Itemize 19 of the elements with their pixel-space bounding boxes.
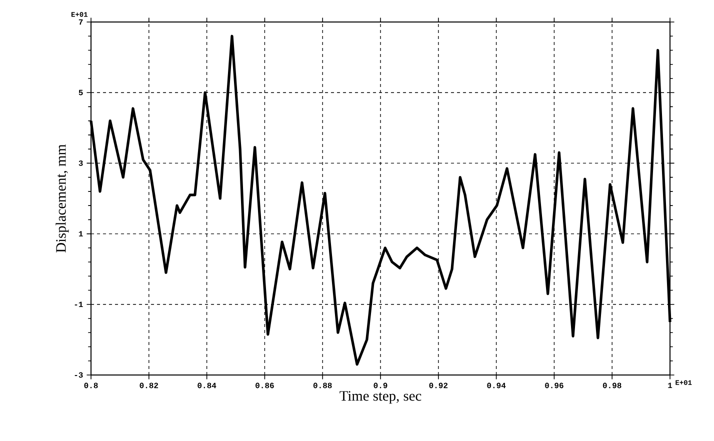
- x-tick-label: 0.88: [313, 382, 332, 388]
- x-tick-label: 0.84: [198, 382, 216, 388]
- y-tick-label: 3: [78, 160, 83, 166]
- x-tick-label: 0.92: [429, 382, 448, 388]
- x-tick-label: 0.98: [602, 382, 622, 388]
- y-tick-label: 7: [78, 19, 83, 25]
- y-tick-label: 5: [78, 90, 83, 96]
- x-tick-label: 0.9: [374, 382, 388, 388]
- y-tick-label: -3: [74, 372, 83, 378]
- y-axis-title: Displacement, mm: [56, 144, 69, 252]
- x-tick-label: 1: [668, 382, 672, 388]
- x-tick-label: 0.94: [487, 382, 506, 388]
- y-tick-label: 1: [78, 231, 83, 236]
- y-tick-label: -1: [74, 302, 83, 308]
- x-tick-label: 0.82: [140, 382, 158, 388]
- x-tick-label: 0.8: [84, 382, 98, 388]
- x-tick-label: 0.86: [256, 382, 274, 388]
- x-tick-label: 0.96: [545, 382, 564, 388]
- x-axis-title: Time step, sec: [340, 391, 422, 404]
